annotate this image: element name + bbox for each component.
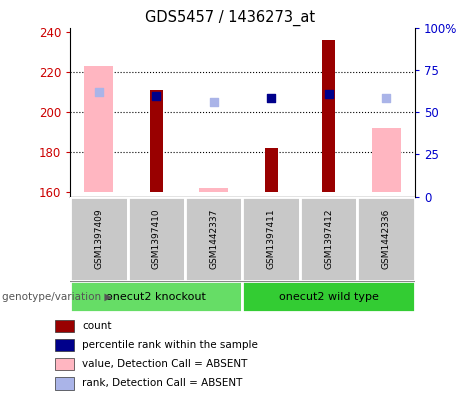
Bar (372, 128, 401, 193)
Text: rank, Detection Call = ABSENT: rank, Detection Call = ABSENT (82, 378, 242, 388)
Bar (128, 196, 185, 281)
Text: GSM1442336: GSM1442336 (382, 209, 390, 269)
Bar (357, 196, 415, 281)
Bar (265, 148, 278, 193)
Text: GSM1397410: GSM1397410 (152, 208, 161, 269)
Bar (150, 90, 163, 193)
Text: GSM1397411: GSM1397411 (267, 208, 276, 269)
Bar (55, 339, 74, 351)
Text: count: count (82, 321, 112, 331)
Bar (70, 281, 242, 312)
Bar (300, 196, 357, 281)
Point (267, 95, 275, 101)
Bar (55, 358, 74, 370)
Bar (199, 189, 228, 193)
Text: value, Detection Call = ABSENT: value, Detection Call = ABSENT (82, 359, 248, 369)
Bar (242, 281, 415, 312)
Point (325, 91, 332, 97)
Point (383, 95, 390, 101)
Point (210, 99, 218, 105)
Bar (70, 196, 128, 281)
Text: onecut2 knockout: onecut2 knockout (106, 292, 206, 302)
Bar (185, 196, 242, 281)
Bar (242, 196, 300, 281)
Bar (84, 66, 113, 193)
Point (95, 89, 102, 95)
Text: genotype/variation ▶: genotype/variation ▶ (2, 292, 112, 302)
Bar (55, 377, 74, 389)
Bar (322, 40, 335, 193)
Text: percentile rank within the sample: percentile rank within the sample (82, 340, 258, 350)
Text: GSM1397409: GSM1397409 (95, 208, 103, 269)
Text: onecut2 wild type: onecut2 wild type (279, 292, 378, 302)
Bar (55, 320, 74, 332)
Text: GSM1442337: GSM1442337 (209, 209, 218, 269)
Point (153, 93, 160, 99)
Text: GSM1397412: GSM1397412 (324, 209, 333, 269)
Text: GDS5457 / 1436273_at: GDS5457 / 1436273_at (145, 10, 316, 26)
